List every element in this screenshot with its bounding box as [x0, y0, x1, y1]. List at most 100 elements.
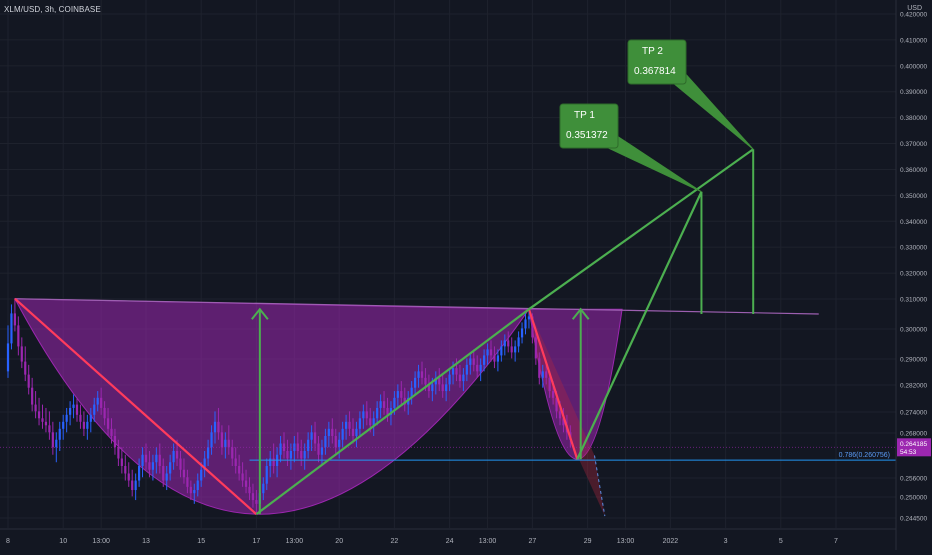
- candle-body: [58, 428, 61, 440]
- candle-body: [469, 358, 472, 365]
- candle-body: [238, 466, 241, 474]
- candle-body: [555, 397, 558, 412]
- x-tick-label: 20: [335, 538, 343, 545]
- candle-body: [379, 401, 382, 408]
- x-tick-label: 22: [391, 538, 399, 545]
- candle-body: [255, 500, 258, 504]
- candle: [289, 443, 292, 470]
- x-tick-label: 7: [834, 538, 838, 545]
- candle: [241, 462, 244, 487]
- candle: [313, 421, 317, 451]
- candle-body: [82, 421, 85, 429]
- candle: [162, 458, 165, 487]
- candle: [248, 477, 251, 501]
- candle: [255, 490, 258, 515]
- candle-body: [196, 480, 199, 491]
- candle-body: [355, 428, 358, 436]
- candle-body: [527, 316, 531, 320]
- x-tick-label: 10: [59, 538, 67, 545]
- candle: [213, 411, 217, 444]
- candle-body: [341, 428, 344, 440]
- candle-body: [48, 425, 51, 433]
- candle-body: [162, 466, 165, 481]
- candle-body: [17, 325, 20, 347]
- candle-body: [538, 358, 541, 378]
- candle: [562, 407, 565, 433]
- candle: [65, 407, 68, 433]
- candle-body: [289, 451, 292, 459]
- candle-body: [414, 377, 417, 388]
- candle-body: [110, 428, 113, 436]
- candle: [520, 322, 524, 344]
- candle-body: [286, 451, 289, 459]
- candle: [20, 337, 23, 369]
- candle: [113, 428, 117, 455]
- candle-body: [386, 407, 389, 415]
- candle-body: [282, 443, 286, 451]
- tp2-box[interactable]: [627, 39, 687, 85]
- candle-body: [231, 447, 234, 459]
- candle-body: [262, 483, 265, 494]
- candle: [158, 443, 161, 474]
- x-tick-label: 13:00: [617, 538, 635, 545]
- candle-body: [520, 328, 524, 338]
- candle-body: [155, 454, 158, 463]
- candle: [279, 436, 282, 463]
- candle-body: [465, 364, 468, 375]
- candle: [34, 391, 37, 419]
- candle: [514, 340, 517, 362]
- candle: [169, 454, 172, 481]
- candle: [182, 458, 186, 484]
- candle-body: [410, 387, 413, 398]
- y-tick-label: 0.244500: [900, 516, 927, 523]
- candle: [179, 451, 182, 478]
- x-tick-label: 24: [446, 538, 454, 545]
- price-tag-box: [897, 438, 931, 457]
- price-tag-value: 0.264185: [900, 441, 927, 448]
- candle-body: [389, 407, 393, 415]
- candle: [427, 374, 430, 398]
- x-tick-label: 2022: [663, 538, 679, 545]
- candle: [462, 368, 465, 392]
- tp1-box[interactable]: [559, 103, 619, 149]
- candle: [141, 447, 144, 478]
- candle-body: [445, 384, 448, 392]
- candle: [79, 404, 82, 429]
- candle: [483, 349, 486, 372]
- candle-body: [113, 436, 117, 448]
- candle-body: [151, 462, 154, 470]
- x-tick-label: 13: [142, 538, 150, 545]
- candle: [469, 352, 472, 375]
- candle-body: [213, 421, 217, 433]
- candle: [120, 447, 123, 474]
- candle: [310, 425, 313, 451]
- candle: [155, 447, 158, 474]
- candle-body: [331, 428, 334, 436]
- candle: [251, 483, 255, 508]
- candle-body: [510, 346, 513, 353]
- x-tick-label: 13:00: [479, 538, 497, 545]
- handle-channel-dash: [594, 455, 606, 517]
- candle: [379, 394, 382, 419]
- cup-shape: [14, 298, 530, 515]
- candle-body: [531, 316, 534, 338]
- candle-body: [338, 439, 341, 448]
- candle-body: [127, 473, 130, 481]
- candle-body: [324, 436, 327, 448]
- candle-body: [334, 436, 337, 448]
- candle: [403, 387, 406, 412]
- candle-body: [96, 397, 99, 405]
- arrow-head: [251, 307, 269, 320]
- candle-body: [396, 391, 399, 398]
- candle: [127, 462, 130, 487]
- candle-body: [376, 407, 379, 419]
- candle-body: [279, 443, 282, 455]
- candle: [144, 443, 148, 470]
- candle: [13, 298, 16, 332]
- candle-body: [313, 432, 317, 444]
- candle-body: [358, 418, 361, 429]
- candle: [300, 439, 303, 466]
- candle: [224, 432, 227, 459]
- candle-body: [458, 374, 462, 382]
